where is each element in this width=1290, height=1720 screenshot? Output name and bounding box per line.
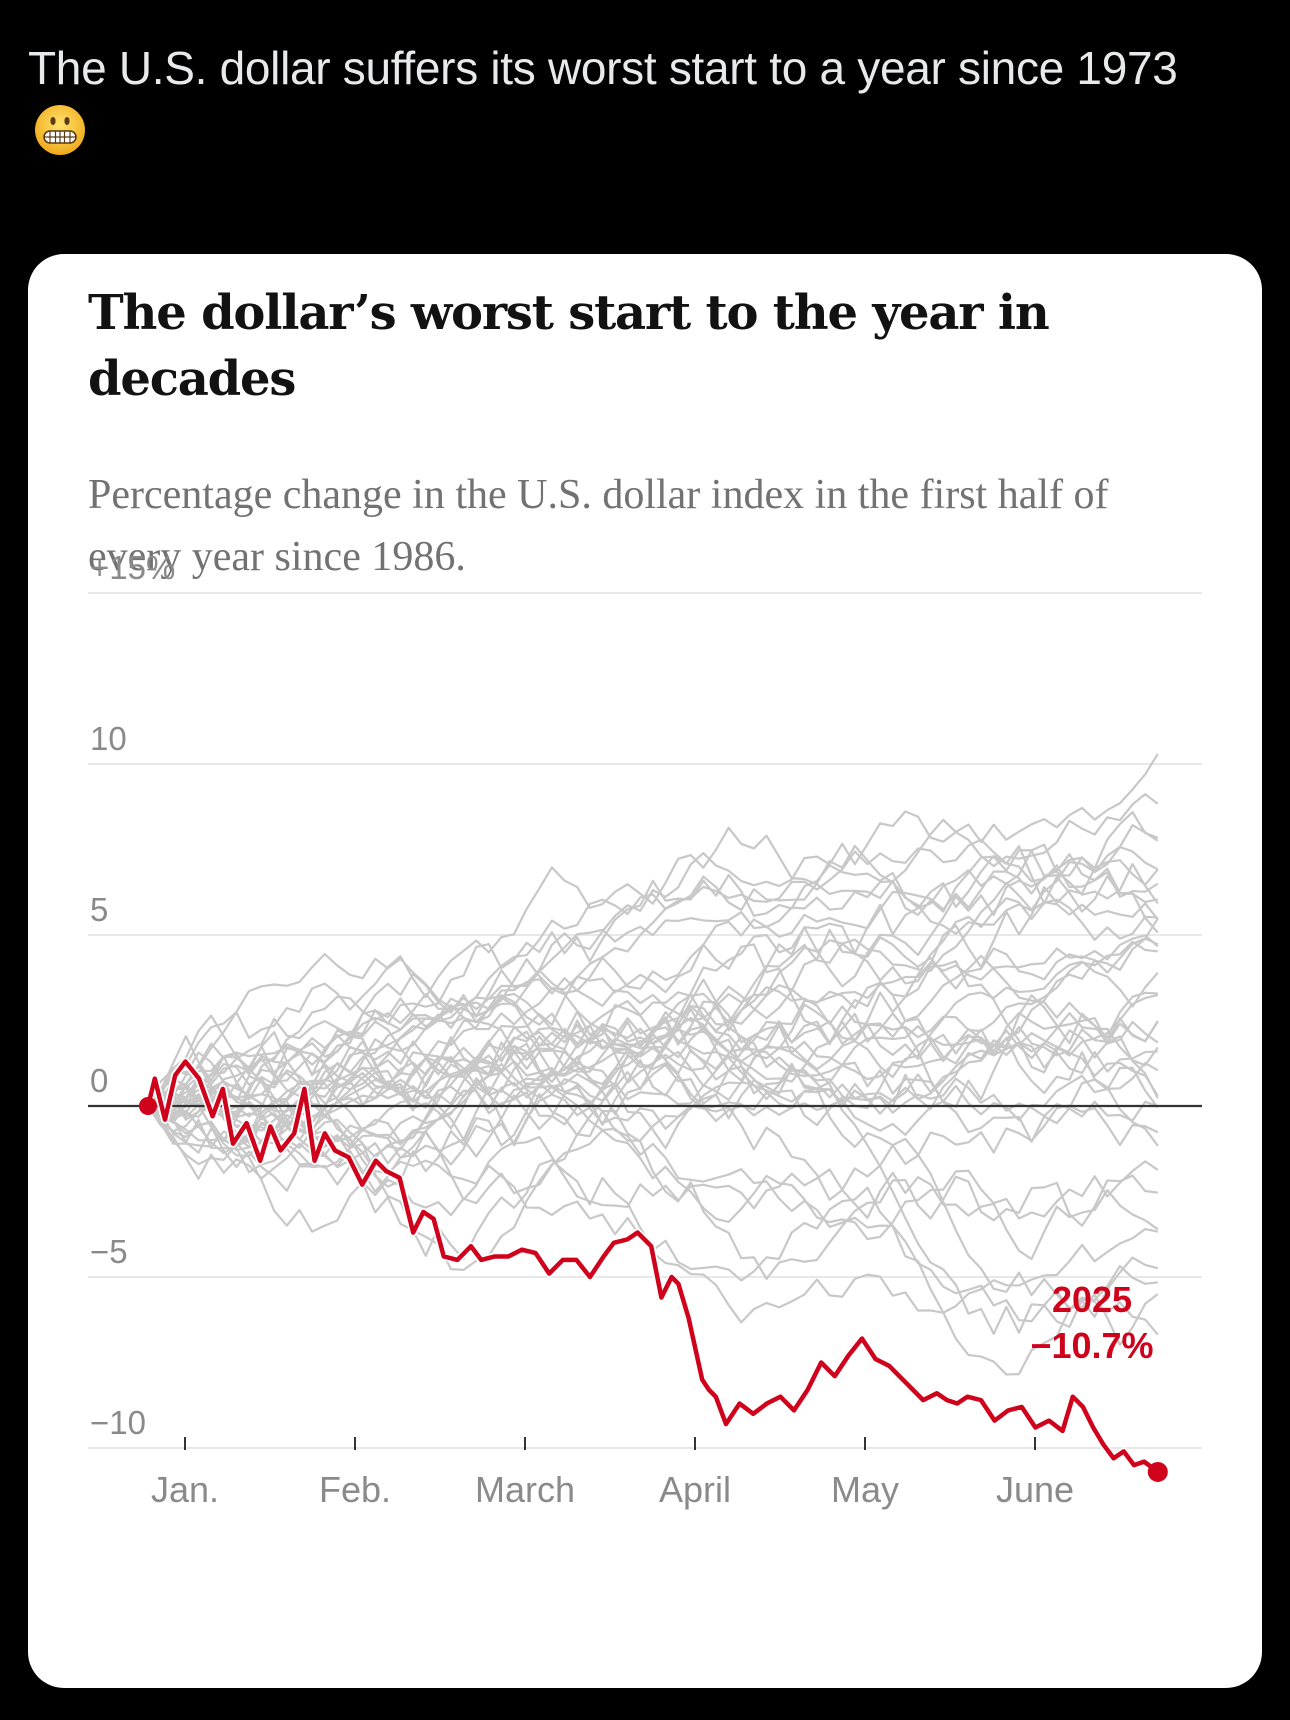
- x-tick-label: Jan.: [151, 1469, 219, 1510]
- year-line: [147, 994, 1159, 1124]
- year-line: [147, 1010, 1159, 1346]
- year-line: [147, 1029, 1159, 1261]
- y-tick-label: −10: [90, 1404, 146, 1441]
- x-tick-label: Feb.: [319, 1469, 391, 1510]
- year-line: [147, 844, 1159, 1154]
- year-line: [147, 1012, 1159, 1148]
- chart-card: The dollar’s worst start to the year in …: [28, 254, 1262, 1688]
- end-point: [1147, 1461, 1168, 1482]
- year-line: [147, 1095, 1159, 1241]
- post-text-body: The U.S. dollar suffers its worst start …: [28, 42, 1178, 94]
- y-tick-label: 10: [90, 720, 127, 757]
- grimacing-face-icon: [35, 105, 85, 155]
- start-point: [139, 1097, 157, 1115]
- x-tick-label: April: [659, 1469, 731, 1510]
- chart-subtitle: Percentage change in the U.S. dollar ind…: [88, 472, 1109, 580]
- y-tick-label: +15%: [90, 549, 175, 586]
- x-tick-label: March: [475, 1469, 575, 1510]
- annotation-value: −10.7%: [1030, 1325, 1153, 1366]
- year-line: [147, 993, 1159, 1108]
- background-year-lines: [147, 753, 1159, 1376]
- chart-title: The dollar’s worst start to the year in …: [88, 285, 1050, 407]
- year-line: [147, 954, 1159, 1144]
- highlight-line-2025: [145, 1059, 1160, 1474]
- year-line: [147, 1079, 1159, 1336]
- year-line: [147, 824, 1159, 1132]
- annotation-year: 2025: [1052, 1279, 1132, 1320]
- highlight-2025: [139, 1057, 1168, 1482]
- year-line: [147, 826, 1159, 1107]
- year-line: [147, 934, 1159, 1155]
- y-tick-label: 0: [90, 1062, 108, 1099]
- year-line: [147, 846, 1159, 1119]
- year-line: [147, 994, 1158, 1149]
- year-line: [147, 844, 1159, 1152]
- year-line: [147, 991, 1158, 1144]
- gridlines: [88, 592, 1202, 1449]
- y-tick-label: −5: [90, 1233, 128, 1270]
- post-text: The U.S. dollar suffers its worst start …: [28, 36, 1228, 164]
- x-tick-label: June: [996, 1469, 1074, 1510]
- year-line: [147, 1055, 1158, 1281]
- x-tick-label: May: [831, 1469, 899, 1510]
- x-axis-ticks: Jan. Feb. March April May June: [151, 1437, 1074, 1510]
- year-line: [147, 838, 1159, 1110]
- year-line: [147, 753, 1159, 1142]
- y-axis-labels: +15% 10 5 0 −5 −10: [90, 549, 175, 1441]
- year-line: [147, 952, 1159, 1116]
- y-tick-label: 5: [90, 891, 108, 928]
- year-line: [147, 793, 1159, 1121]
